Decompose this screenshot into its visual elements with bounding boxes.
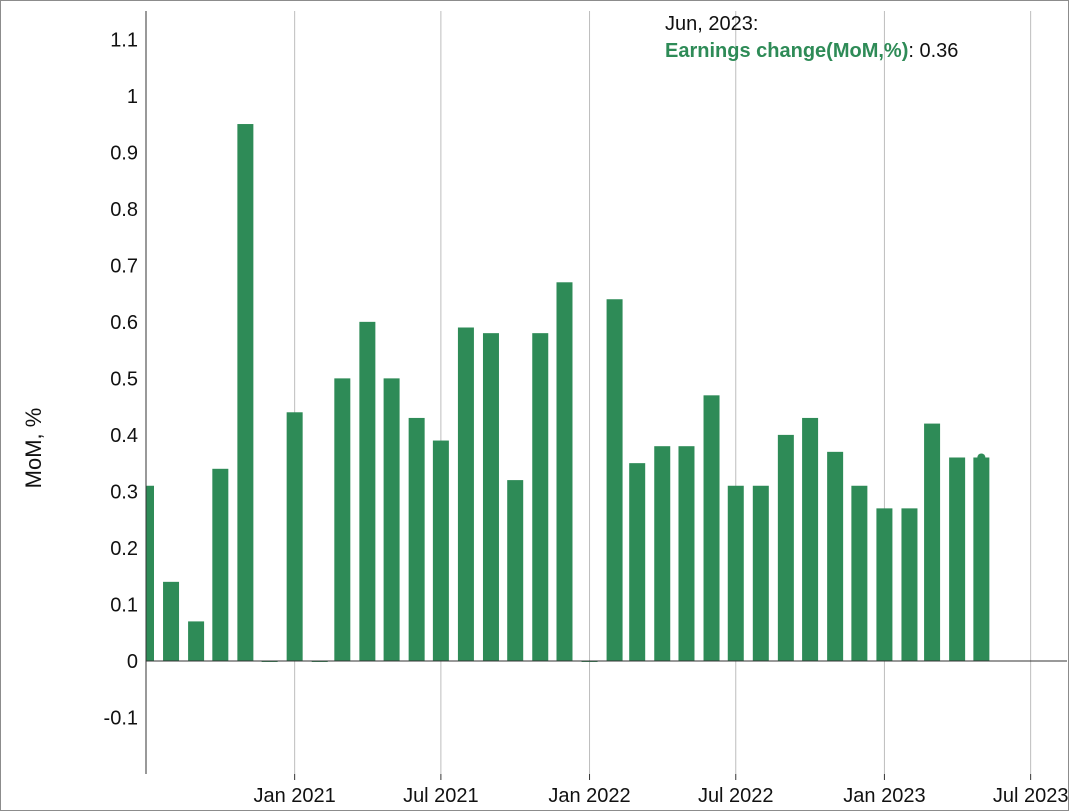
- y-tick-label: 0.8: [110, 199, 138, 221]
- bar[interactable]: [949, 457, 966, 661]
- y-tick-label: 0.7: [110, 255, 138, 277]
- bar[interactable]: [383, 378, 400, 661]
- tooltip: Jun, 2023: Earnings change(MoM,%): 0.36: [665, 11, 958, 65]
- x-tick-label: Jan 2023: [843, 785, 925, 807]
- tooltip-series-name: Earnings change(MoM,%): [665, 40, 909, 62]
- y-axis-title: MoM, %: [21, 408, 46, 489]
- y-tick-label: 0.6: [110, 312, 138, 334]
- bar[interactable]: [827, 451, 844, 661]
- bar[interactable]: [532, 333, 549, 661]
- bar[interactable]: [802, 417, 819, 661]
- y-tick-label: 0.9: [110, 142, 138, 164]
- tooltip-value: 0.36: [919, 40, 959, 62]
- y-axis-ticks: -0.1 0 0.1 0.2 0.3 0.4 0.5 0.6 0.7 0.8 0.9 1 1.1: [104, 29, 138, 729]
- tooltip-row: Earnings change(MoM,%): 0.36: [665, 40, 959, 62]
- bar[interactable]: [334, 378, 351, 661]
- bar[interactable]: [654, 446, 671, 661]
- bar[interactable]: [188, 621, 205, 661]
- x-tick-label: Jul 2023: [993, 785, 1068, 807]
- y-tick-label: 0: [127, 651, 138, 673]
- bar[interactable]: [606, 299, 623, 661]
- bar[interactable]: [703, 395, 720, 661]
- x-tick-label: Jan 2022: [548, 785, 630, 807]
- bar[interactable]: [752, 485, 769, 661]
- hover-marker: [977, 453, 986, 462]
- bar[interactable]: [457, 327, 474, 661]
- bar[interactable]: [507, 480, 524, 661]
- y-tick-label: 0.3: [110, 481, 138, 503]
- bar[interactable]: [237, 124, 254, 661]
- x-tick-label: Jul 2021: [403, 785, 479, 807]
- y-tick-label: 0.5: [110, 368, 138, 390]
- tooltip-date: Jun, 2023:: [665, 13, 759, 35]
- bar[interactable]: [727, 485, 744, 661]
- y-tick-label: -0.1: [104, 707, 138, 729]
- bar[interactable]: [432, 440, 449, 661]
- bars: [146, 124, 990, 662]
- y-tick-label: 0.2: [110, 538, 138, 560]
- bar[interactable]: [212, 468, 229, 661]
- x-tick-label: Jan 2021: [254, 785, 336, 807]
- y-tick-label: 0.1: [110, 594, 138, 616]
- x-tick-label: Jul 2022: [698, 785, 774, 807]
- y-tick-label: 1.1: [110, 29, 138, 51]
- bar[interactable]: [777, 434, 794, 661]
- x-axis-ticks: Jan 2021 Jul 2021 Jan 2022 Jul 2022 Jan 2023…: [254, 774, 1068, 807]
- bar[interactable]: [482, 333, 499, 661]
- bar[interactable]: [286, 412, 303, 661]
- bar[interactable]: [973, 457, 990, 661]
- bar[interactable]: [901, 508, 918, 661]
- axes: [145, 11, 1067, 774]
- bar[interactable]: [924, 423, 941, 661]
- hover-point: [977, 453, 986, 462]
- bar[interactable]: [359, 321, 376, 661]
- bar[interactable]: [556, 282, 573, 661]
- bar[interactable]: [876, 508, 893, 661]
- bar[interactable]: [851, 485, 868, 661]
- bar[interactable]: [408, 417, 425, 661]
- bar[interactable]: [629, 463, 646, 661]
- bar[interactable]: [678, 446, 695, 661]
- bar[interactable]: [146, 485, 154, 661]
- bar[interactable]: [163, 581, 180, 661]
- y-tick-label: 0.4: [110, 425, 138, 447]
- y-tick-label: 1: [127, 86, 138, 108]
